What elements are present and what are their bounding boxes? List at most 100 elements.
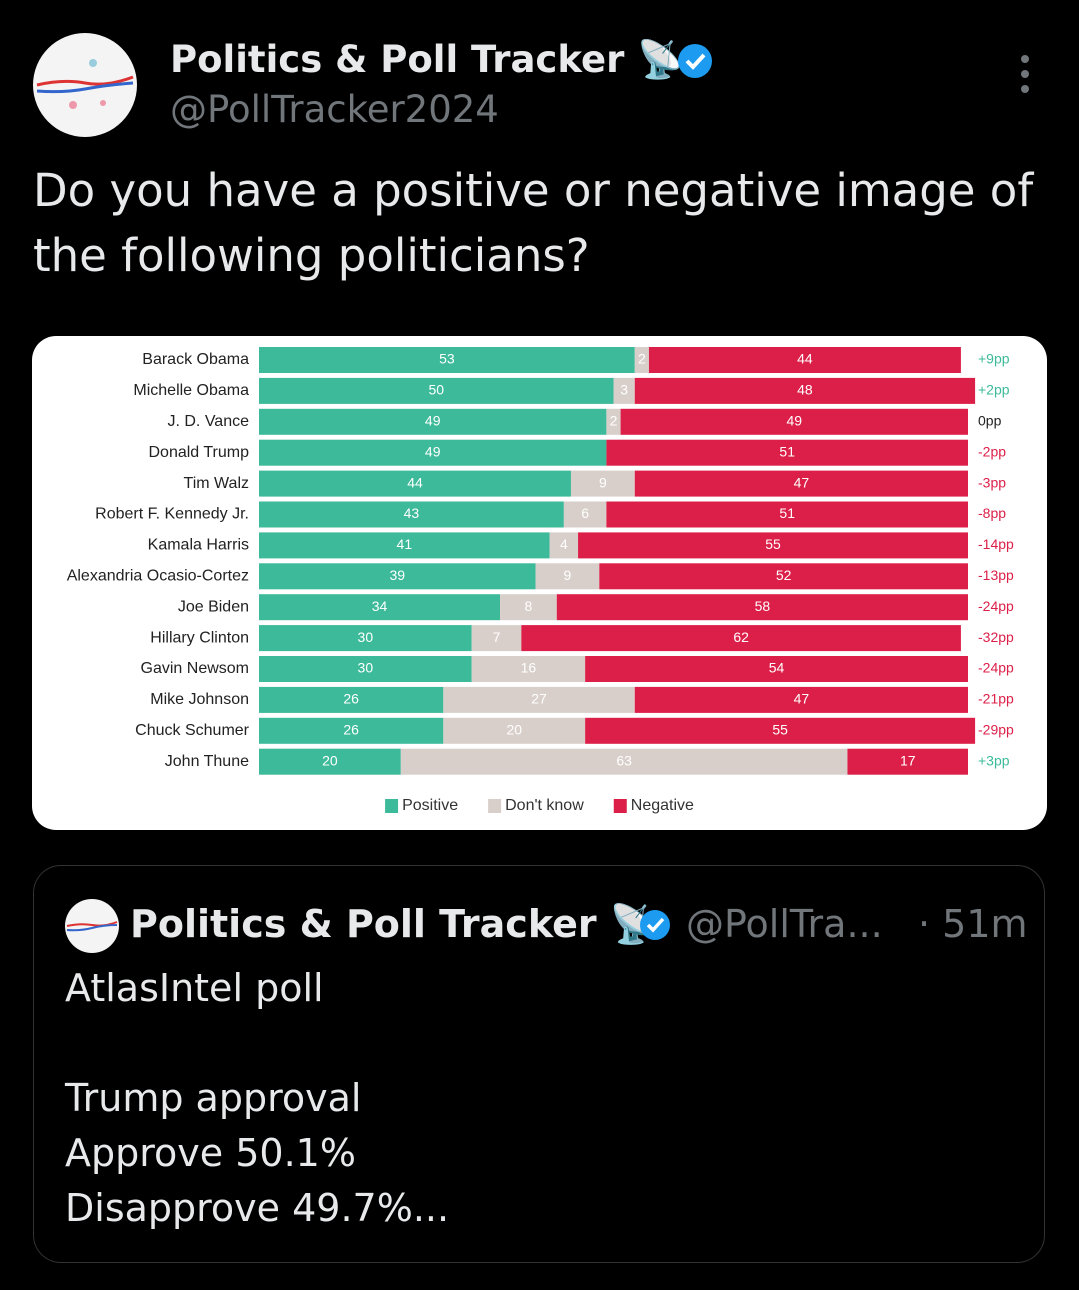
value-label: 44 (407, 474, 423, 490)
name-text: Politics & Poll Tracker (170, 38, 625, 81)
value-label: 49 (787, 413, 803, 429)
bar-segment (259, 347, 635, 373)
bar-segment (259, 532, 550, 559)
value-label: 34 (372, 598, 388, 614)
category-label: Chuck Schumer (135, 722, 249, 739)
bar-segment (648, 347, 961, 373)
verified-badge (678, 44, 712, 78)
value-label: 50 (428, 382, 444, 398)
bar-segment (259, 686, 444, 713)
author-name[interactable]: Politics & Poll Tracker 📡 (170, 38, 683, 82)
quote-line: Approve 50.1% (65, 1131, 356, 1175)
value-label: 54 (769, 660, 785, 676)
bar-segment (578, 532, 968, 559)
value-label: 26 (343, 722, 359, 738)
bar-segment (259, 501, 564, 528)
value-label: 43 (404, 505, 420, 521)
value-label: 17 (900, 752, 916, 768)
net-label: +3pp (978, 752, 1010, 768)
net-label: -3pp (978, 474, 1006, 490)
bar-segment (549, 532, 579, 559)
value-label: 47 (794, 474, 810, 490)
bar-segment (259, 625, 472, 652)
more-button[interactable] (1015, 55, 1035, 95)
bar-segment (259, 408, 607, 435)
value-label: 39 (389, 567, 405, 583)
bar-segment (606, 439, 968, 466)
quote-time: · 51m (918, 902, 1028, 946)
value-label: 4 (560, 536, 568, 552)
net-label: +9pp (978, 351, 1010, 367)
quoted-tweet[interactable]: Politics & Poll Tracker 📡 @PollTra... · … (33, 865, 1045, 1263)
legend-swatch (488, 799, 502, 813)
bar-segment (634, 347, 649, 373)
value-label: 9 (564, 567, 572, 583)
value-label: 49 (425, 443, 441, 459)
legend-label: Positive (402, 797, 458, 814)
bar-segment (606, 408, 621, 435)
bar-segment (259, 656, 472, 682)
value-label: 53 (439, 351, 455, 367)
category-label: Hillary Clinton (150, 629, 249, 646)
net-label: +2pp (978, 382, 1010, 398)
category-label: Tim Walz (184, 475, 249, 492)
category-label: Mike Johnson (150, 691, 249, 708)
category-label: Joe Biden (178, 598, 249, 615)
bar-segment (443, 686, 635, 713)
bar-segment (400, 748, 848, 775)
author-handle[interactable]: @PollTracker2024 (170, 88, 499, 131)
bar-segment (259, 748, 401, 775)
value-label: 16 (521, 660, 537, 676)
value-label: 6 (581, 505, 589, 521)
verified-badge (640, 910, 670, 940)
value-label: 52 (776, 567, 792, 583)
quote-line: Trump approval (65, 1076, 362, 1120)
value-label: 47 (794, 691, 810, 707)
bar-segment (847, 748, 968, 775)
name-text: Politics & Poll Tracker (130, 902, 597, 946)
legend-label: Negative (631, 797, 694, 814)
value-label: 2 (610, 413, 618, 429)
net-label: -32pp (978, 629, 1014, 645)
bar-segment (634, 470, 968, 497)
net-label: -29pp (978, 722, 1014, 738)
bar-segment (634, 686, 968, 713)
emoji: 📡 (637, 38, 684, 81)
bar-segment (471, 656, 586, 682)
value-label: 55 (765, 536, 781, 552)
value-label: 26 (343, 691, 359, 707)
bar-segment (585, 717, 976, 744)
category-label: Barack Obama (142, 351, 249, 368)
tweet-text: Do you have a positive or negative image… (33, 164, 1034, 282)
bar-segment (521, 625, 961, 652)
category-label: Alexandria Ocasio-Cortez (67, 568, 249, 585)
value-label: 41 (397, 536, 413, 552)
bar-segment (443, 717, 586, 744)
category-label: J. D. Vance (167, 413, 249, 430)
avatar[interactable] (33, 33, 137, 137)
legend-swatch (385, 799, 399, 813)
chart-card[interactable]: Barack Obama 53 2 44 +9pp Michelle Obama 50 3 48… (32, 336, 1047, 830)
value-label: 55 (772, 722, 788, 738)
value-label: 48 (797, 382, 813, 398)
net-label: 0pp (978, 413, 1002, 429)
bar-segment (500, 594, 557, 621)
value-label: 58 (755, 598, 771, 614)
net-label: -21pp (978, 691, 1014, 707)
legend-swatch (613, 799, 627, 813)
value-label: 44 (797, 351, 813, 367)
bar-segment (471, 625, 522, 652)
quote-avatar (65, 899, 119, 953)
value-label: 63 (616, 752, 632, 768)
bar-segment (259, 377, 614, 404)
net-label: -24pp (978, 598, 1014, 614)
category-label: Michelle Obama (133, 382, 249, 399)
bar-segment (259, 594, 501, 621)
category-label: Donald Trump (149, 444, 250, 461)
bar-segment (563, 501, 607, 528)
value-label: 49 (425, 413, 441, 429)
value-label: 51 (779, 505, 795, 521)
bar-segment (606, 501, 968, 528)
